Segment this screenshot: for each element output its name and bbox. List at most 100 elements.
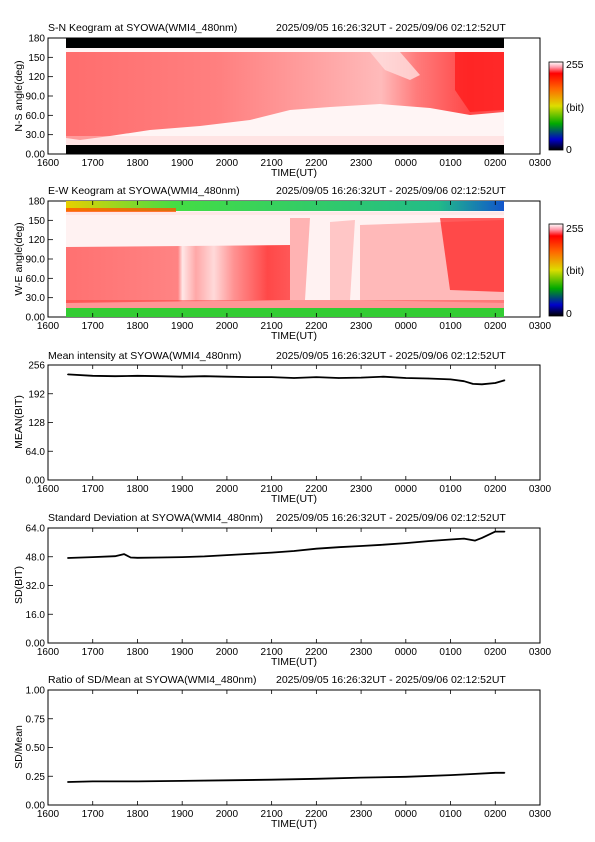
data-point xyxy=(114,555,116,557)
y-tick-label: 180 xyxy=(28,197,45,208)
y-tick-label: 0.00 xyxy=(26,313,46,324)
y-tick-label: 180 xyxy=(28,34,45,45)
data-point xyxy=(360,777,362,779)
data-point xyxy=(159,556,161,559)
x-tick-label: 1800 xyxy=(126,647,149,658)
x-tick-label: 0200 xyxy=(484,321,507,332)
panel-time-range: 2025/09/05 16:26:32UT - 2025/09/06 02:12… xyxy=(276,22,506,34)
x-tick-label: 2200 xyxy=(305,809,328,820)
x-axis-label: TIME(UT) xyxy=(271,818,317,830)
data-point xyxy=(293,550,295,552)
x-tick-label: 2100 xyxy=(261,321,284,332)
panel-time-range: 2025/09/05 16:26:32UT - 2025/09/06 02:12… xyxy=(276,512,506,524)
x-tick-label: 0200 xyxy=(484,647,507,658)
y-axis-label: SD/Mean xyxy=(13,725,25,769)
data-point xyxy=(449,378,452,380)
y-tick-label: 0.50 xyxy=(26,743,46,754)
data-point xyxy=(130,556,132,559)
panel-time-range: 2025/09/05 16:26:32UT - 2025/09/06 02:12… xyxy=(276,350,506,362)
colorbar-unit: (bit) xyxy=(566,102,584,114)
data-point xyxy=(226,779,228,781)
data-point xyxy=(315,376,317,378)
data-point xyxy=(271,552,273,554)
y-tick-label: 128 xyxy=(28,418,45,429)
data-point xyxy=(427,377,429,380)
x-tick-label: 2100 xyxy=(261,647,284,658)
data-point xyxy=(271,779,273,781)
x-tick-label: 2000 xyxy=(216,158,239,169)
axes: 1600 1700 1800 1900 2000 2100 2200 2300 0000 0100… xyxy=(26,361,552,506)
data-point xyxy=(114,375,116,377)
data-point xyxy=(382,544,385,546)
data-point xyxy=(181,556,183,558)
data-point xyxy=(382,376,385,378)
x-tick-label: 0200 xyxy=(484,484,507,495)
x-tick-label: 0000 xyxy=(395,809,418,820)
axes: 1600 1700 1800 1900 2000 2100 2200 2300 0000 0100… xyxy=(26,686,552,831)
x-tick-label: 1600 xyxy=(37,647,60,658)
x-tick-label: 1700 xyxy=(82,484,105,495)
data-point xyxy=(360,545,362,547)
x-tick-label: 1600 xyxy=(37,484,60,495)
y-axis-label: N-S angle(deg) xyxy=(13,60,25,131)
panel-title: Ratio of SD/Mean at SYOWA(WMI4_480nm) xyxy=(48,674,257,686)
colorbar-unit: (bit) xyxy=(566,265,584,277)
x-tick-label: 1900 xyxy=(171,647,194,658)
x-tick-label: 0300 xyxy=(529,647,552,658)
y-tick-label: 90.0 xyxy=(26,255,46,266)
data-point xyxy=(92,375,94,377)
colorbar-max: 255 xyxy=(566,59,584,71)
data-point xyxy=(504,772,506,774)
x-tick-label: 1700 xyxy=(82,321,105,332)
data-point xyxy=(248,553,250,555)
mean-intensity-panel: Mean intensity at SYOWA(WMI4_480nm) 2025… xyxy=(13,350,552,505)
y-tick-label: 120 xyxy=(28,235,45,246)
x-tick-label: 0100 xyxy=(439,809,462,820)
y-tick-label: 0.25 xyxy=(26,772,46,783)
colorbar-max: 255 xyxy=(566,223,584,235)
x-tick-label: 0300 xyxy=(529,321,552,332)
x-tick-label: 1900 xyxy=(171,158,194,169)
axes: 1600 1700 1800 1900 2000 2100 2200 2300 0000 0100… xyxy=(26,34,552,180)
keogram-image xyxy=(66,38,504,154)
x-tick-label: 1700 xyxy=(82,158,105,169)
data-point xyxy=(136,557,139,559)
axes: 1600 1700 1800 1900 2000 2100 2200 2300 0000 0100… xyxy=(26,524,552,669)
x-tick-label: 0000 xyxy=(395,321,418,332)
data-point xyxy=(248,376,250,378)
x-tick-label: 0200 xyxy=(484,158,507,169)
data-point xyxy=(449,538,452,541)
x-tick-label: 1800 xyxy=(126,321,149,332)
x-tick-label: 0100 xyxy=(439,321,462,332)
data-point xyxy=(360,376,362,379)
y-tick-label: 1.00 xyxy=(26,686,46,697)
y-tick-label: 60.0 xyxy=(26,274,46,285)
y-axis-label: MEAN(BIT) xyxy=(13,395,25,449)
data-point xyxy=(92,556,94,558)
data-point xyxy=(405,377,407,379)
x-tick-label: 2000 xyxy=(216,809,239,820)
x-tick-label: 1700 xyxy=(82,809,105,820)
data-point xyxy=(474,539,476,542)
y-tick-label: 150 xyxy=(28,216,45,227)
sn-keogram-panel: S-N Keogram at SYOWA(WMI4_480nm) 2025/09… xyxy=(13,22,584,179)
x-axis-label: TIME(UT) xyxy=(271,167,317,179)
data-point xyxy=(226,376,228,378)
y-tick-label: 256 xyxy=(28,361,45,372)
x-tick-label: 2200 xyxy=(305,158,328,169)
colorbar-min: 0 xyxy=(566,144,572,156)
data-point xyxy=(92,780,94,783)
x-tick-label: 1600 xyxy=(37,158,60,169)
y-tick-label: 30.0 xyxy=(26,293,46,304)
ew-keogram-panel: E-W Keogram at SYOWA(WMI4_480nm) 2025/09… xyxy=(13,185,584,342)
data-point xyxy=(315,778,317,780)
data-point xyxy=(338,546,340,548)
data-point xyxy=(203,555,206,557)
plot-frame xyxy=(47,527,541,644)
x-tick-label: 0100 xyxy=(439,647,462,658)
panel-time-range: 2025/09/05 16:26:32UT - 2025/09/06 02:12… xyxy=(276,674,506,686)
y-tick-label: 192 xyxy=(28,389,45,400)
data-point xyxy=(315,548,317,550)
y-tick-label: 64.0 xyxy=(26,524,46,535)
